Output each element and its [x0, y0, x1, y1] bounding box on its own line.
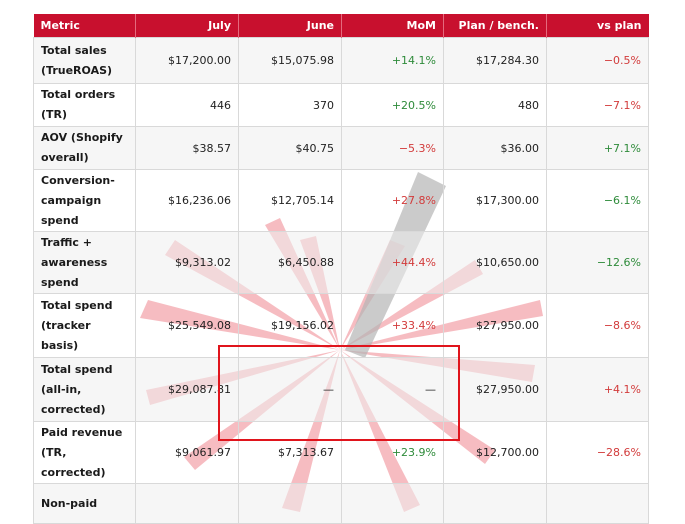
cell-mom: +23.9%: [341, 421, 444, 484]
column-header-plan: Plan / bench.: [443, 14, 547, 38]
row-label: Total spend (all-in, corrected): [33, 357, 136, 422]
column-header-june: June: [238, 14, 342, 38]
cell-vs-plan: −8.6%: [546, 293, 649, 358]
cell-plan: $17,284.30: [443, 37, 547, 84]
cell-mom: +14.1%: [341, 37, 444, 84]
table-row: AOV (Shopify overall) $38.57 $40.75 −5.3…: [33, 126, 649, 170]
table-header: Metric July June MoM Plan / bench. vs pl…: [33, 14, 649, 38]
table-row: Conversion-campaign spend $16,236.06 $12…: [33, 169, 649, 232]
row-label: Total spend (tracker basis): [33, 293, 136, 358]
cell-june: $19,156.02: [238, 293, 342, 358]
cell-plan: $27,950.00: [443, 293, 547, 358]
cell-july: $17,200.00: [135, 37, 239, 84]
cell-june: $40.75: [238, 126, 342, 170]
cell-june: —: [238, 357, 342, 422]
cell-mom: +44.4%: [341, 231, 444, 294]
column-header-july: July: [135, 14, 239, 38]
cell-june: [238, 483, 342, 524]
table-row: Total orders (TR) 446 370 +20.5% 480 −7.…: [33, 83, 649, 127]
cell-vs-plan: [546, 483, 649, 524]
table-body: Total sales (TrueROAS) $17,200.00 $15,07…: [33, 37, 649, 524]
cell-june: 370: [238, 83, 342, 127]
column-header-mom: MoM: [341, 14, 444, 38]
column-header-metric: Metric: [33, 14, 136, 38]
row-label: Conversion-campaign spend: [33, 169, 136, 232]
cell-july: $9,061.97: [135, 421, 239, 484]
cell-mom: +33.4%: [341, 293, 444, 358]
cell-vs-plan: −7.1%: [546, 83, 649, 127]
cell-june: $6,450.88: [238, 231, 342, 294]
cell-july: $38.57: [135, 126, 239, 170]
row-label: Non-paid: [33, 483, 136, 524]
row-label: Total sales (TrueROAS): [33, 37, 136, 84]
table-row: Traffic + awareness spend $9,313.02 $6,4…: [33, 231, 649, 294]
cell-june: $15,075.98: [238, 37, 342, 84]
cell-mom: —: [341, 357, 444, 422]
cell-vs-plan: −28.6%: [546, 421, 649, 484]
cell-plan: [443, 483, 547, 524]
cell-vs-plan: −12.6%: [546, 231, 649, 294]
cell-vs-plan: +4.1%: [546, 357, 649, 422]
table-row: Total sales (TrueROAS) $17,200.00 $15,07…: [33, 37, 649, 84]
cell-plan: $17,300.00: [443, 169, 547, 232]
cell-july: $25,549.08: [135, 293, 239, 358]
cell-plan: $10,650.00: [443, 231, 547, 294]
cell-vs-plan: +7.1%: [546, 126, 649, 170]
cell-mom: +20.5%: [341, 83, 444, 127]
table-row: Total spend (tracker basis) $25,549.08 $…: [33, 293, 649, 358]
cell-mom: +27.8%: [341, 169, 444, 232]
cell-mom: −5.3%: [341, 126, 444, 170]
cell-july: $16,236.06: [135, 169, 239, 232]
cell-plan: 480: [443, 83, 547, 127]
column-header-vs-plan: vs plan: [546, 14, 649, 38]
cell-july: $9,313.02: [135, 231, 239, 294]
table-row: Total spend (all-in, corrected) $29,087.…: [33, 357, 649, 422]
cell-july: [135, 483, 239, 524]
row-label: AOV (Shopify overall): [33, 126, 136, 170]
row-label: Paid revenue (TR, corrected): [33, 421, 136, 484]
table-row: Non-paid: [33, 483, 649, 524]
cell-vs-plan: −0.5%: [546, 37, 649, 84]
metrics-table: Metric July June MoM Plan / bench. vs pl…: [33, 14, 649, 524]
row-label: Total orders (TR): [33, 83, 136, 127]
cell-july: 446: [135, 83, 239, 127]
cell-plan: $27,950.00: [443, 357, 547, 422]
cell-july: $29,087.81: [135, 357, 239, 422]
cell-mom: [341, 483, 444, 524]
cell-plan: $36.00: [443, 126, 547, 170]
table-row: Paid revenue (TR, corrected) $9,061.97 $…: [33, 421, 649, 484]
row-label: Traffic + awareness spend: [33, 231, 136, 294]
cell-june: $7,313.67: [238, 421, 342, 484]
cell-plan: $12,700.00: [443, 421, 547, 484]
cell-june: $12,705.14: [238, 169, 342, 232]
cell-vs-plan: −6.1%: [546, 169, 649, 232]
